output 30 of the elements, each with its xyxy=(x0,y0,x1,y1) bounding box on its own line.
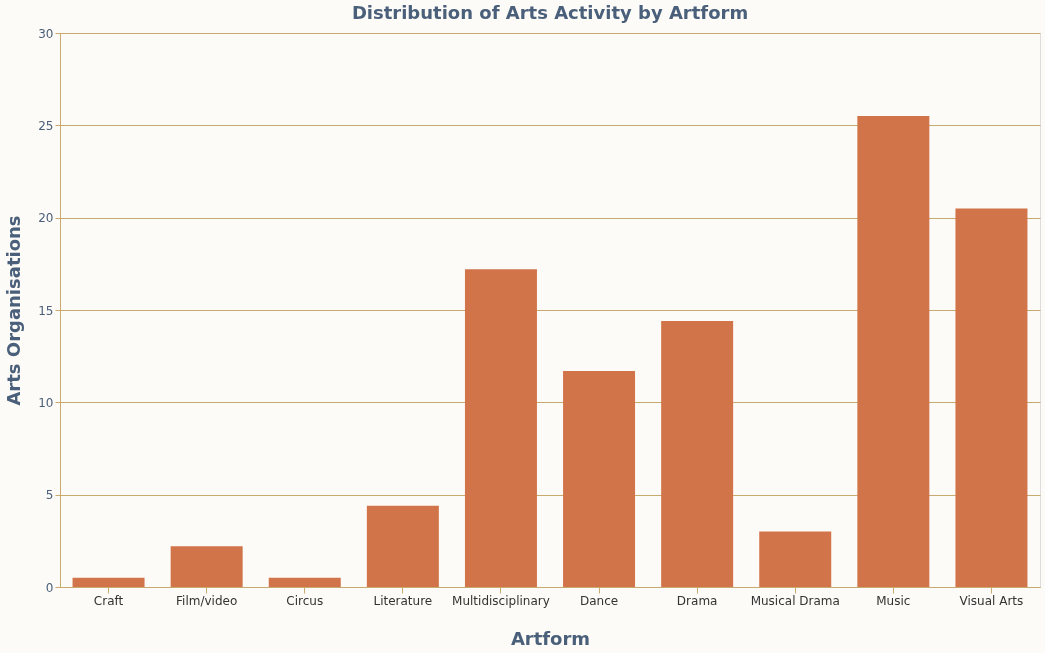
y-tick-label: 5 xyxy=(45,488,54,503)
bar xyxy=(366,505,439,587)
y-tick-label: 10 xyxy=(38,395,54,410)
bar xyxy=(464,269,537,587)
y-tick-label: 15 xyxy=(38,303,54,318)
y-axis-title: Arts Organisations xyxy=(3,215,25,406)
y-tick-label: 30 xyxy=(38,26,54,41)
bar xyxy=(661,321,734,587)
x-tick-label: Drama xyxy=(676,593,718,608)
x-tick-label: Multidisciplinary xyxy=(452,593,550,608)
x-tick-label: Dance xyxy=(579,593,619,608)
bar xyxy=(563,370,636,587)
bar xyxy=(170,546,243,587)
y-tick-label: 25 xyxy=(38,118,54,133)
x-tick-label: Visual Arts xyxy=(959,593,1024,608)
bar xyxy=(759,531,832,587)
bar xyxy=(857,116,930,587)
chart-title: Distribution of Arts Activity by Artform xyxy=(351,2,749,23)
x-tick-label: Music xyxy=(876,593,911,608)
bar xyxy=(955,208,1028,587)
x-axis-title: Artform xyxy=(510,627,591,649)
y-tick-label: 0 xyxy=(45,580,54,595)
y-tick-label: 20 xyxy=(38,211,54,226)
x-tick-label: Literature xyxy=(373,593,433,608)
x-tick-label: Musical Drama xyxy=(750,593,840,608)
x-tick-label: Film/video xyxy=(176,593,238,608)
x-tick-label: Craft xyxy=(93,593,124,608)
x-tick-label: Circus xyxy=(286,593,324,608)
bar xyxy=(268,577,341,587)
bar xyxy=(72,577,145,587)
